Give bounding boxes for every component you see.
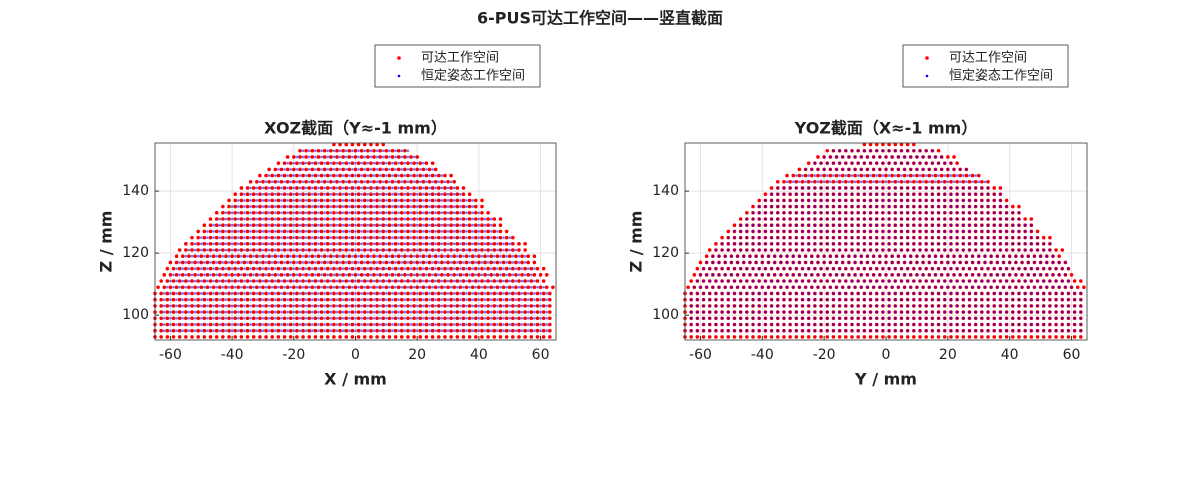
axes-title: YOZ截面（X≈-1 mm）: [794, 119, 978, 138]
x-tick-label: -40: [751, 347, 774, 363]
x-tick-label: -20: [282, 347, 305, 363]
x-tick-label: -20: [813, 347, 836, 363]
x-tick-label: 0: [351, 347, 360, 363]
y-tick-label: 120: [122, 245, 149, 261]
y-tick-label: 140: [652, 183, 679, 199]
x-tick-label: -60: [159, 347, 182, 363]
x-tick-label: 60: [1063, 347, 1081, 363]
axes-box: [154, 142, 557, 341]
x-axis-label: X / mm: [324, 370, 387, 389]
y-tick-label: 140: [122, 183, 149, 199]
x-tick-label: 40: [1001, 347, 1019, 363]
x-tick-label: 20: [939, 347, 957, 363]
y-tick-label: 120: [652, 245, 679, 261]
legend-box: [374, 44, 541, 88]
data-layer: [153, 142, 558, 339]
legend-label: 可达工作空间: [949, 51, 1027, 66]
figure-title: 6-PUS可达工作空间——竖直截面: [477, 9, 723, 28]
x-tick-label: -60: [689, 347, 712, 363]
x-tick-label: 60: [532, 347, 550, 363]
legend-label: 恒定姿态工作空间: [421, 68, 525, 84]
legend-marker: [925, 56, 929, 60]
legend-marker: [397, 74, 401, 78]
axes-box: [684, 142, 1088, 341]
y-axis-label: Z / mm: [627, 211, 646, 273]
y-tick-label: 100: [652, 307, 679, 323]
axes-title: XOZ截面（Y≈-1 mm）: [264, 119, 447, 138]
legend-label: 恒定姿态工作空间: [949, 68, 1053, 84]
legend-box: [902, 44, 1069, 88]
x-tick-label: 0: [882, 347, 891, 363]
y-tick-label: 100: [122, 307, 149, 323]
x-tick-label: -40: [221, 347, 244, 363]
data-layer: [683, 142, 1089, 339]
x-tick-label: 40: [470, 347, 488, 363]
legend-marker: [397, 56, 401, 60]
legend-label: 可达工作空间: [421, 51, 499, 66]
legend-marker: [925, 74, 929, 78]
x-tick-label: 20: [408, 347, 426, 363]
x-axis-label: Y / mm: [854, 370, 917, 389]
y-axis-label: Z / mm: [97, 211, 116, 273]
